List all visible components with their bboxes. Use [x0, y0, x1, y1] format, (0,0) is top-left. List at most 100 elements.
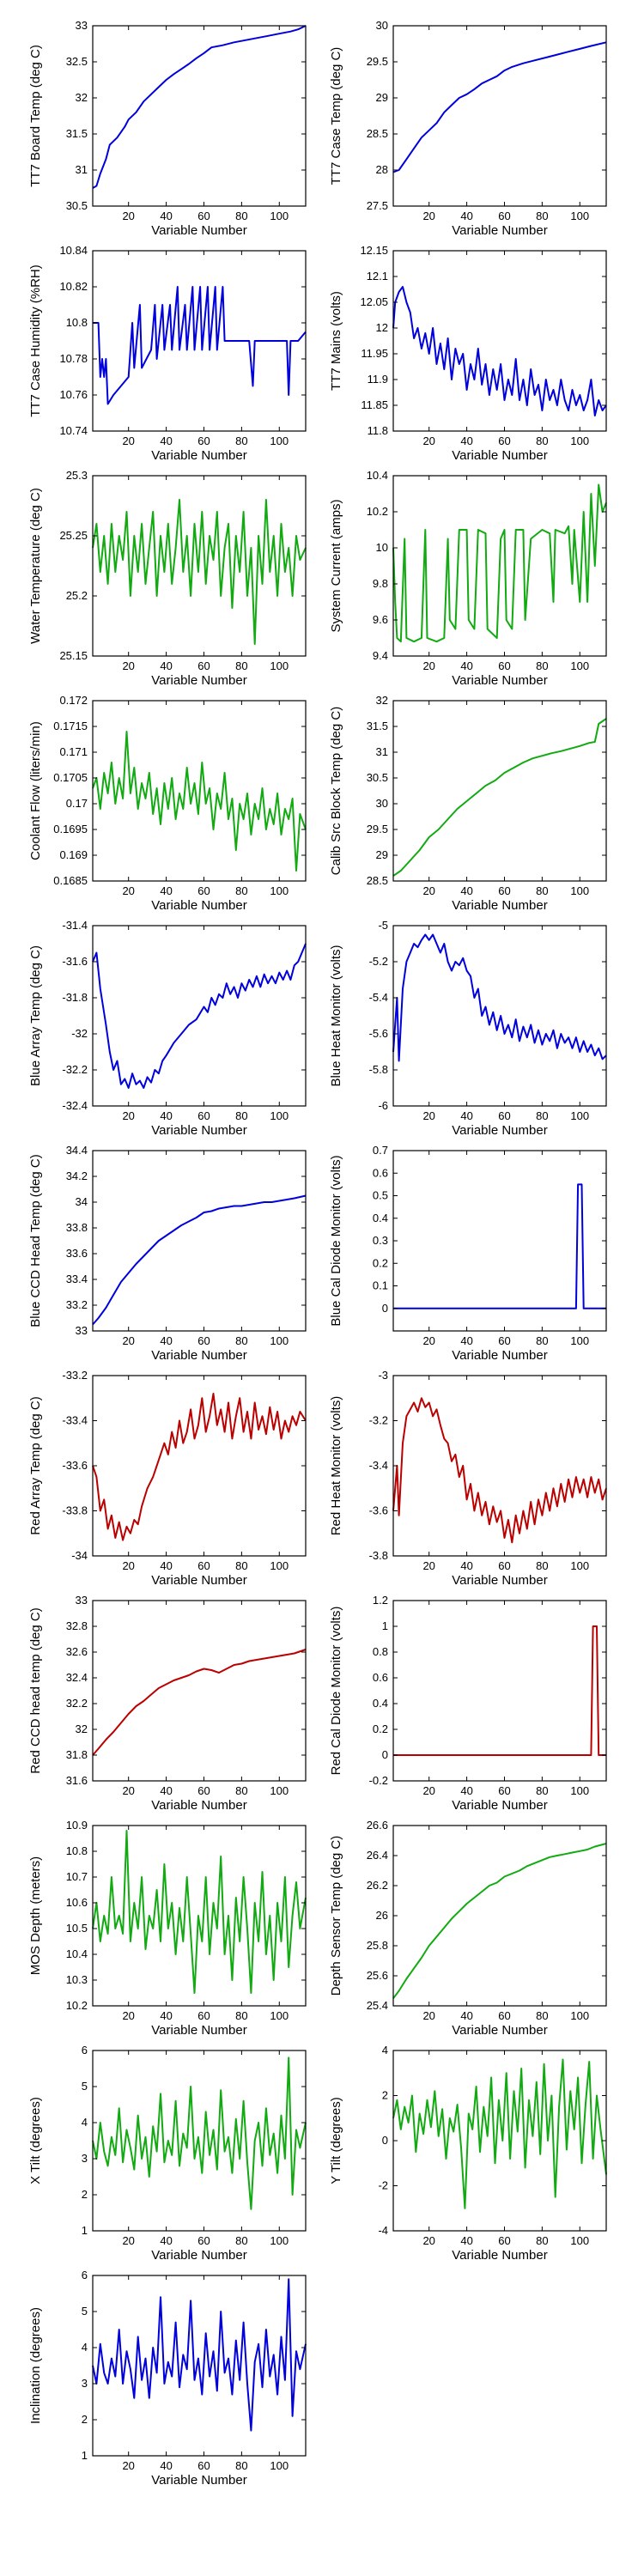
- series-line: [392, 41, 607, 173]
- y-tick-label: 32: [376, 694, 388, 707]
- x-tick-label: 40: [460, 659, 472, 672]
- x-tick-label: 80: [536, 2009, 548, 2022]
- chart-panel-8: 20 40 60 80 100 28.5 29 29.5 30 30.5 31 31.5 32 Varia…: [329, 694, 607, 913]
- x-tick-label: 100: [270, 2234, 289, 2247]
- x-axis-label: Variable Number: [151, 673, 246, 688]
- y-tick-label: -3.6: [369, 1504, 388, 1517]
- chart-panel-2: 20 40 60 80 100 27.5 28 28.5 29 29.5 30 Variable Nu…: [329, 19, 607, 238]
- y-tick-label: 5: [82, 2080, 88, 2093]
- y-tick-label: 0.7: [373, 1144, 388, 1157]
- y-tick-label: 0: [382, 1748, 388, 1761]
- x-tick-label: 20: [422, 1109, 434, 1122]
- y-tick-label: 34.4: [66, 1144, 88, 1157]
- y-tick-label: 29: [376, 91, 388, 104]
- x-tick-label: 40: [460, 2234, 472, 2247]
- y-tick-label: 0: [382, 1302, 388, 1315]
- y-tick-label: -33.8: [62, 1504, 88, 1517]
- x-tick-label: 20: [422, 1784, 434, 1797]
- plot-frame: [92, 1150, 307, 1332]
- series-line: [392, 933, 607, 1062]
- y-tick-label: 0.6: [373, 1671, 388, 1684]
- y-tick-label: 10.4: [66, 1947, 88, 1960]
- y-tick-label: -3.4: [369, 1459, 388, 1472]
- y-tick-label: 10.82: [59, 280, 88, 293]
- x-tick-label: 60: [498, 884, 510, 897]
- x-axis-label: Variable Number: [151, 1123, 246, 1138]
- x-tick-label: 60: [197, 659, 210, 672]
- x-tick-label: 80: [536, 1784, 548, 1797]
- y-tick-label: 12.05: [360, 295, 388, 308]
- x-axis-label: Variable Number: [452, 1573, 547, 1588]
- x-tick-label: 100: [270, 2459, 289, 2472]
- y-tick-label: 10.8: [66, 1844, 88, 1857]
- x-tick-label: 20: [122, 2009, 134, 2022]
- series-line: [92, 2057, 307, 2210]
- y-tick-label: 0.4: [373, 1697, 388, 1710]
- chart-panel-21: 20 40 60 80 100 1 2 3 4 5 6 Variable Number Inclinat…: [28, 2269, 307, 2488]
- x-axis-label: Variable Number: [151, 898, 246, 913]
- y-tick-label: 25.25: [59, 529, 88, 542]
- y-tick-label: 12: [376, 321, 388, 334]
- x-tick-label: 20: [122, 2459, 134, 2472]
- x-tick-label: 20: [422, 434, 434, 447]
- y-tick-label: 0.1705: [53, 771, 88, 784]
- y-axis-label: Y Tilt (degrees): [329, 2097, 343, 2184]
- y-tick-label: 10.7: [66, 1870, 88, 1883]
- y-tick-label: 25.6: [367, 1969, 388, 1982]
- y-tick-label: 9.6: [373, 613, 388, 626]
- y-tick-label: 10.76: [59, 388, 88, 401]
- chart-panel-6: 20 40 60 80 100 9.4 9.6 9.8 10 10.2 10.4 Variable N…: [329, 469, 607, 688]
- chart-panel-7: 20 40 60 80 100 0.1685 0.169 0.1695 0.17 0.1705 0.…: [28, 694, 307, 913]
- y-tick-label: 32.5: [66, 55, 88, 68]
- y-tick-label: 31: [76, 163, 88, 176]
- y-tick-label: -5.6: [369, 1027, 388, 1040]
- y-tick-label: 0.6: [373, 1166, 388, 1179]
- y-axis-label: Red Heat Monitor (volts): [329, 1396, 343, 1536]
- x-tick-label: 80: [536, 1109, 548, 1122]
- x-tick-label: 60: [498, 2009, 510, 2022]
- y-tick-label: 10.5: [66, 1922, 88, 1935]
- x-axis-label: Variable Number: [452, 673, 547, 688]
- x-tick-label: 60: [197, 1784, 210, 1797]
- plot-frame: [392, 25, 607, 207]
- y-tick-label: 32.4: [66, 1671, 88, 1684]
- y-tick-label: 32: [76, 91, 88, 104]
- x-tick-label: 100: [270, 1334, 289, 1347]
- series-line: [93, 286, 307, 405]
- x-tick-label: 80: [536, 884, 548, 897]
- x-tick-label: 100: [570, 659, 589, 672]
- y-tick-label: 26.4: [367, 1849, 388, 1862]
- y-axis-label: X Tilt (degrees): [28, 2097, 43, 2184]
- y-tick-label: 1.2: [373, 1594, 388, 1607]
- series-line: [92, 25, 307, 189]
- series-line: [393, 1183, 606, 1309]
- x-tick-label: 100: [570, 1334, 589, 1347]
- y-tick-label: 10: [376, 541, 388, 554]
- x-tick-label: 20: [122, 1559, 134, 1572]
- x-tick-label: 40: [460, 1109, 472, 1122]
- x-tick-label: 80: [536, 210, 548, 222]
- x-tick-label: 40: [160, 2459, 172, 2472]
- plot-frame: [92, 700, 307, 882]
- y-tick-label: 2: [382, 2089, 388, 2102]
- x-tick-label: 100: [270, 1559, 289, 1572]
- x-tick-label: 60: [197, 1559, 210, 1572]
- chart-panel-12: 20 40 60 80 100 0 0.1 0.2 0.3 0.4 0.5 0.6 0.7 Variabl…: [329, 1144, 607, 1363]
- x-tick-label: 60: [197, 210, 210, 222]
- y-tick-label: -3: [378, 1369, 388, 1382]
- plot-frame: [92, 25, 307, 207]
- y-tick-label: 10.9: [66, 1819, 88, 1832]
- x-tick-label: 40: [160, 434, 172, 447]
- y-tick-label: 30: [376, 19, 388, 32]
- y-tick-label: 0.1715: [53, 720, 88, 732]
- x-axis-label: Variable Number: [151, 2023, 246, 2038]
- x-tick-label: 20: [122, 1109, 134, 1122]
- y-tick-label: 10.4: [367, 469, 388, 482]
- x-tick-label: 80: [235, 1559, 247, 1572]
- y-tick-label: -32: [71, 1027, 88, 1040]
- y-tick-label: -32.4: [62, 1099, 88, 1112]
- x-tick-label: 100: [270, 884, 289, 897]
- x-tick-label: 80: [536, 2234, 548, 2247]
- x-tick-label: 60: [197, 1109, 210, 1122]
- y-tick-label: 10.2: [367, 505, 388, 518]
